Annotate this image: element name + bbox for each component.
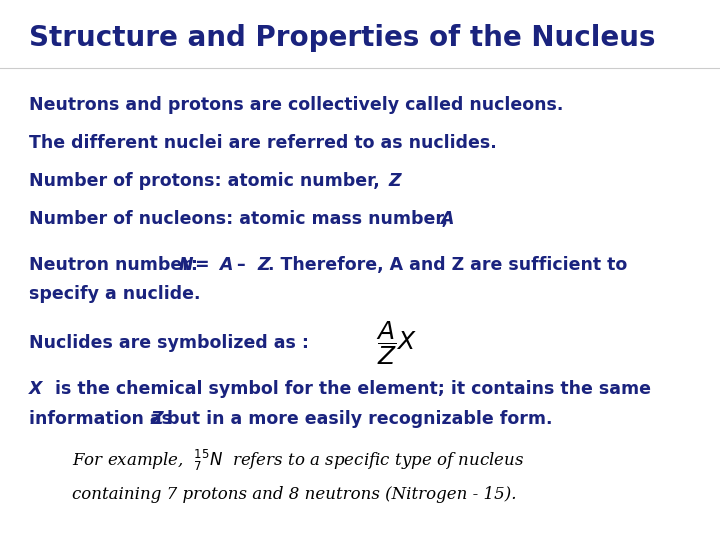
Text: Z: Z [150,409,163,428]
Text: Number of nucleons: atomic mass number,: Number of nucleons: atomic mass number, [29,210,454,228]
Text: . Therefore, A and Z are sufficient to: . Therefore, A and Z are sufficient to [268,255,627,274]
Text: information as: information as [29,409,178,428]
Text: is the chemical symbol for the element; it contains the same: is the chemical symbol for the element; … [49,380,651,398]
Text: X: X [29,380,42,398]
Text: Nuclides are symbolized as :: Nuclides are symbolized as : [29,334,321,352]
Text: Z: Z [389,172,402,190]
Text: A: A [440,210,454,228]
Text: For example,  $^{15}_{7}N$  refers to a specific type of nucleus: For example, $^{15}_{7}N$ refers to a sp… [72,448,524,472]
Text: containing 7 protons and 8 neutrons (Nitrogen - 15).: containing 7 protons and 8 neutrons (Nit… [72,485,516,503]
Text: Neutrons and protons are collectively called nucleons.: Neutrons and protons are collectively ca… [29,96,563,114]
Text: specify a nuclide.: specify a nuclide. [29,285,200,303]
Text: $\mathit{\dfrac{A}{Z}}X$: $\mathit{\dfrac{A}{Z}}X$ [376,319,417,367]
Text: The different nuclei are referred to as nuclides.: The different nuclei are referred to as … [29,134,497,152]
Text: Number of protons: atomic number,: Number of protons: atomic number, [29,172,385,190]
Text: but in a more easily recognizable form.: but in a more easily recognizable form. [161,409,553,428]
Text: A: A [220,255,233,274]
Text: =: = [189,255,216,274]
Text: Z: Z [258,255,271,274]
Text: N: N [179,255,193,274]
Text: –: – [231,255,252,274]
Text: Neutron number:: Neutron number: [29,255,204,274]
Text: Structure and Properties of the Nucleus: Structure and Properties of the Nucleus [29,24,655,52]
